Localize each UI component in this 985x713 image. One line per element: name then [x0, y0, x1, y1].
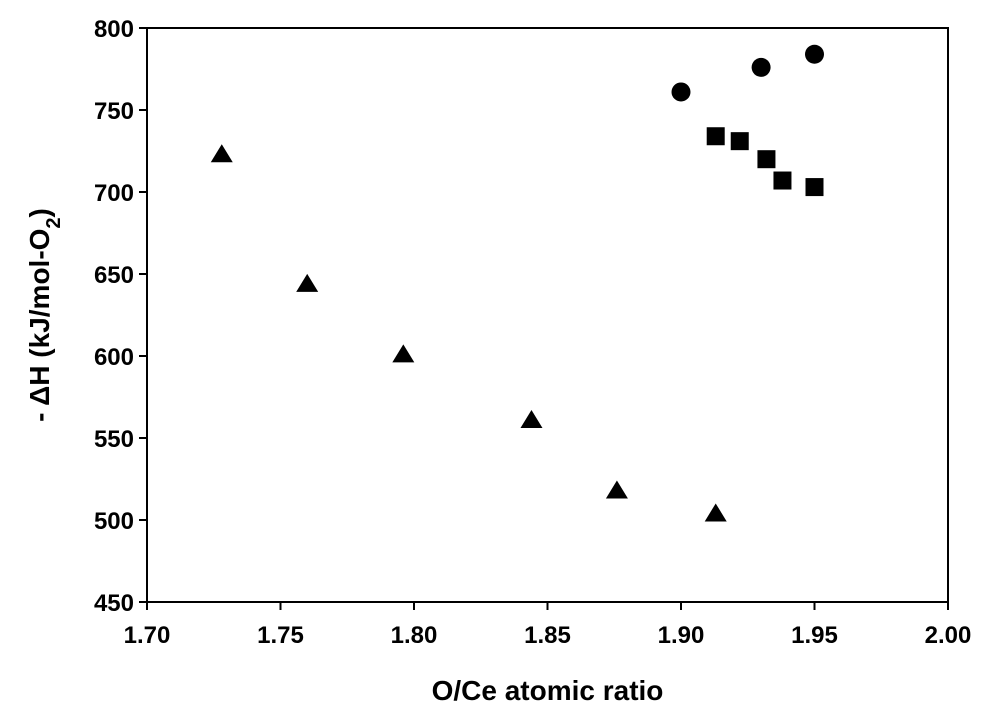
y-tick-label: 700 [94, 180, 134, 207]
y-tick-label: 750 [94, 98, 134, 125]
y-tick-label: 650 [94, 262, 134, 289]
x-tick-label: 1.70 [124, 622, 171, 649]
labels-layer: 1.70 1.75 1.80 1.85 1.90 1.95 2.00 450 500 550 600… [94, 16, 971, 649]
y-axis-title-subscript: 2 [43, 217, 65, 228]
x-tick-label: 1.90 [658, 622, 705, 649]
x-tick-label: 1.75 [257, 622, 304, 649]
y-tick-label: 450 [94, 590, 134, 617]
triangle-point [704, 503, 727, 522]
points-layer [210, 44, 824, 522]
triangle-point [605, 480, 628, 499]
square-point [805, 178, 824, 197]
y-tick-label: 800 [94, 16, 134, 43]
x-tick-label: 1.95 [791, 622, 838, 649]
square-point [706, 127, 725, 146]
y-tick-label: 500 [94, 508, 134, 535]
y-tick-label: 550 [94, 426, 134, 453]
circle-point [751, 57, 771, 77]
y-axis-title-main: - ΔH (kJ/mol-O [24, 229, 55, 422]
circle-point [805, 44, 824, 64]
triangle-point [520, 409, 543, 428]
square-point [757, 150, 776, 169]
triangle-point [210, 144, 233, 163]
x-tick-label: 1.85 [524, 622, 571, 649]
square-point [730, 132, 749, 151]
ticks-layer [139, 27, 949, 610]
x-axis-title: O/Ce atomic ratio [432, 675, 664, 706]
y-axis-title: - ΔH (kJ/mol-O2) [24, 208, 65, 422]
plot-frame [146, 27, 949, 603]
y-tick-label: 600 [94, 344, 134, 371]
square-point [773, 171, 792, 190]
x-tick-label: 1.80 [391, 622, 438, 649]
triangle-point [296, 273, 319, 292]
y-axis-title-suffix: ) [24, 208, 55, 217]
triangle-point [392, 344, 415, 363]
circle-point [671, 82, 691, 102]
x-tick-label: 2.00 [925, 622, 972, 649]
